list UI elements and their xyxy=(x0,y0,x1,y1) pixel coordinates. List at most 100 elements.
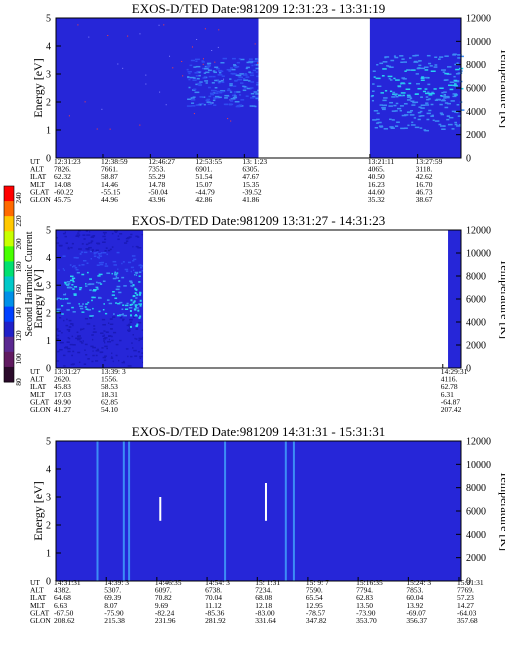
spectrogram-pixel xyxy=(140,265,144,267)
spectrogram-pixel xyxy=(446,66,452,68)
spectrogram-pixel xyxy=(410,109,414,112)
spectrogram-pixel xyxy=(236,105,240,107)
spectrogram-pixel xyxy=(104,345,108,348)
spectrogram-pixel xyxy=(195,104,200,106)
y2-tick-label: 6000 xyxy=(466,84,486,95)
spectrogram-pixel xyxy=(249,62,253,64)
spectrogram-pixel xyxy=(132,301,135,304)
spectrogram-pixel xyxy=(93,328,96,330)
spectrogram-pixel xyxy=(113,331,117,334)
spectrogram-speck xyxy=(165,104,167,106)
spectrogram-pixel xyxy=(394,125,399,127)
spectrogram-pixel xyxy=(134,287,137,290)
spectrogram-pixel xyxy=(81,273,85,276)
spectrogram-pixel xyxy=(83,251,88,254)
info-value: 14:39: 3 xyxy=(104,578,129,587)
colorbar-frame xyxy=(3,185,15,383)
spectrogram-pixel xyxy=(207,62,212,65)
info-value: 18.31 xyxy=(101,390,118,399)
spectrogram-pixel xyxy=(429,65,433,67)
spectrogram-pixel xyxy=(83,327,85,330)
spectrogram-pixel xyxy=(108,338,111,341)
spectrogram-pixel xyxy=(82,303,84,305)
info-value: 13: 1:23 xyxy=(242,157,267,166)
spectrogram-pixel xyxy=(422,90,426,93)
spectrogram-pixel xyxy=(103,334,105,336)
spectrogram-pixel xyxy=(195,60,198,63)
spectrogram-pixel xyxy=(382,68,387,70)
spectrogram-pixel xyxy=(81,311,85,313)
spectrogram-speck xyxy=(172,67,174,69)
spectrogram-pixel xyxy=(192,79,197,81)
spectrogram-pixel xyxy=(253,91,258,93)
spectrogram-pixel xyxy=(424,88,428,90)
spectrogram-pixel xyxy=(122,304,125,306)
spectrogram-pixel xyxy=(430,103,434,106)
spectrogram-pixel xyxy=(227,88,231,90)
spectrogram-pixel xyxy=(205,82,208,84)
spectrogram-pixel xyxy=(439,87,444,89)
spectrogram-pixel xyxy=(440,125,445,127)
spectrogram-pixel xyxy=(213,104,217,106)
spectrogram-pixel xyxy=(393,77,396,80)
spectrogram-pixel xyxy=(90,241,93,244)
spectrogram-pixel xyxy=(377,121,382,124)
spectrogram-pixel xyxy=(111,232,114,235)
spectrogram-pixel xyxy=(85,303,88,305)
info-value: 12:38:59 xyxy=(101,157,128,166)
info-value: 347.82 xyxy=(306,616,327,625)
spectrogram-pixel xyxy=(116,251,120,254)
info-row-label: GLON xyxy=(30,616,51,625)
spectrogram-pixel xyxy=(79,307,84,310)
spectrogram-pixel xyxy=(391,96,396,98)
spectrogram-pixel xyxy=(105,247,108,249)
spectrogram-pixel xyxy=(103,359,107,362)
spectrogram-pixel xyxy=(97,242,101,245)
colorbar-segment xyxy=(4,201,14,217)
spectrogram-pixel xyxy=(129,318,133,321)
spectrogram-pixel xyxy=(117,268,119,270)
y2-tick-label: 8000 xyxy=(466,272,486,283)
y2-tick-label: 0 xyxy=(466,577,471,588)
spectrogram-pixel xyxy=(425,104,430,106)
spectrogram-pixel xyxy=(233,85,237,87)
spectrogram-speck xyxy=(182,75,184,77)
spectrogram-pixel xyxy=(109,248,112,251)
spectrogram-pixel xyxy=(419,127,423,129)
spectrogram-pixel xyxy=(86,323,91,325)
spectrogram-pixel xyxy=(66,318,68,321)
spectrogram-pixel xyxy=(400,127,405,130)
spectrogram-pixel xyxy=(103,338,107,340)
spectrogram-pixel xyxy=(89,315,93,317)
spectrogram-pixel xyxy=(255,97,260,100)
spectrogram-pixel xyxy=(90,249,94,252)
spectrogram-pixel xyxy=(248,61,254,63)
spectrogram-pixel xyxy=(61,331,63,334)
info-row-label: UT xyxy=(30,578,40,587)
info-value: 12.18 xyxy=(255,601,272,610)
spectrogram-pixel xyxy=(405,88,411,91)
spectrogram-pixel xyxy=(418,64,422,67)
spectrogram-pixel xyxy=(91,299,93,302)
spectrogram-pixel xyxy=(389,66,394,68)
spectrogram-pixel xyxy=(242,85,245,88)
spectrogram-pixel xyxy=(439,112,443,114)
y-tick-label: 4 xyxy=(46,42,51,53)
spectrogram-pixel xyxy=(233,65,237,67)
info-value: 14.27 xyxy=(457,601,474,610)
spectrogram-pixel xyxy=(86,262,89,265)
spectrogram-pixel xyxy=(105,263,108,265)
spectrogram-pixel xyxy=(64,235,67,238)
spectrogram-pixel xyxy=(76,338,81,341)
spectrogram-pixel xyxy=(416,83,420,85)
spectrogram-pixel xyxy=(77,337,82,339)
spectrogram-pixel xyxy=(92,346,96,349)
spectrogram-pixel xyxy=(423,76,429,79)
spectrogram-speck xyxy=(109,128,111,130)
y-tick-label: 0 xyxy=(46,577,51,588)
spectrogram-pixel xyxy=(103,330,106,332)
spectrogram-pixel xyxy=(444,106,449,109)
spectrogram-stripe xyxy=(284,441,287,581)
spectrogram-pixel xyxy=(59,298,62,300)
spectrogram-pixel xyxy=(233,93,236,96)
